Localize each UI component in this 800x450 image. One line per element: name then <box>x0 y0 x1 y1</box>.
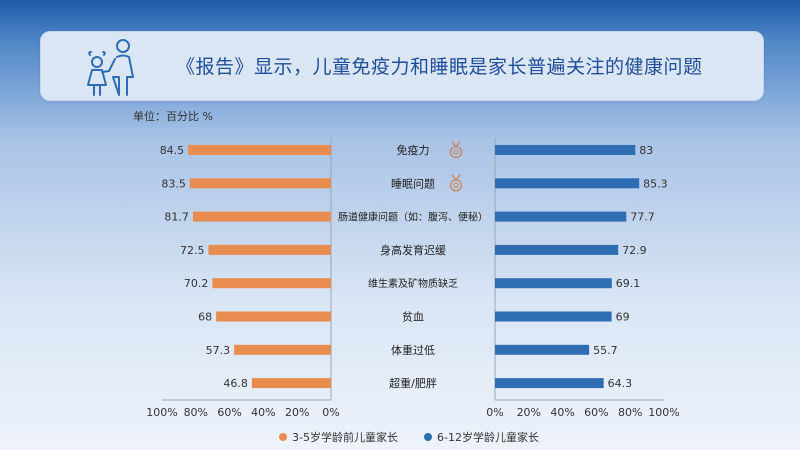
right-axis-tick-label: 60% <box>584 406 608 419</box>
bar-right <box>495 178 640 189</box>
bar-left <box>208 244 331 255</box>
bar-left <box>216 311 331 322</box>
chart-legend: 3-5岁学龄前儿童家长 6-12岁学龄儿童家长 <box>0 429 800 445</box>
bar-right <box>495 278 612 289</box>
right-axis-tick-label: 0% <box>486 406 503 419</box>
category-label: 肠道健康问题（如：腹泻、便秘） <box>338 211 488 224</box>
legend-item-right: 6-12岁学龄儿童家长 <box>424 429 539 445</box>
data-label-left: 84.5 <box>160 144 185 157</box>
bar-left <box>188 145 331 155</box>
medal-icon <box>449 145 463 159</box>
bar-left <box>212 278 331 289</box>
left-axis-tick-label: 0% <box>322 406 339 419</box>
data-label-left: 81.7 <box>164 211 189 224</box>
bar-right <box>495 145 636 155</box>
bar-right <box>495 344 590 355</box>
left-axis-tick-label: 80% <box>184 406 208 419</box>
bar-left <box>234 344 331 355</box>
right-axis-tick-label: 100% <box>648 406 679 419</box>
data-label-left: 68 <box>198 311 212 324</box>
parent-child-icon <box>87 39 134 96</box>
data-label-right: 64.3 <box>608 377 633 390</box>
left-axis-tick-label: 100% <box>146 406 177 419</box>
data-label-right: 72.9 <box>622 244 647 257</box>
bar-right <box>495 311 612 322</box>
category-label: 超重/肥胖 <box>389 376 437 390</box>
legend-label-right: 6-12岁学龄儿童家长 <box>437 431 539 444</box>
data-label-left: 72.5 <box>180 244 205 257</box>
category-label: 体重过低 <box>391 343 435 357</box>
bar-left <box>192 211 331 222</box>
legend-item-left: 3-5岁学龄前儿童家长 <box>279 429 398 445</box>
data-label-right: 85.3 <box>643 177 668 190</box>
category-label: 免疫力 <box>397 143 430 157</box>
bar-left <box>189 178 331 189</box>
bar-right <box>495 244 619 255</box>
legend-label-left: 3-5岁学龄前儿童家长 <box>292 431 398 444</box>
unit-label: 单位：百分比 % <box>133 110 213 123</box>
bar-right <box>495 378 604 389</box>
right-axis-tick-label: 80% <box>618 406 642 419</box>
medal-icon <box>449 179 463 192</box>
bar-right <box>495 211 627 222</box>
data-label-right: 69 <box>616 311 630 324</box>
category-label: 贫血 <box>402 310 424 324</box>
left-axis-tick-label: 60% <box>217 406 241 419</box>
legend-swatch-right <box>424 433 432 441</box>
left-axis-tick-label: 20% <box>285 406 309 419</box>
data-label-left: 70.2 <box>184 277 209 290</box>
category-label: 睡眠问题 <box>391 177 435 190</box>
title-banner: 《报告》显示，儿童免疫力和睡眠是家长普遍关注的健康问题 <box>40 31 764 101</box>
data-label-left: 83.5 <box>161 177 186 190</box>
medal-icon-center <box>453 149 459 155</box>
legend-swatch-left <box>279 433 287 441</box>
data-label-left: 57.3 <box>206 344 231 357</box>
bar-left <box>251 378 331 389</box>
right-axis-tick-label: 40% <box>550 406 574 419</box>
data-label-right: 83 <box>639 144 653 157</box>
data-label-right: 77.7 <box>630 211 655 224</box>
category-label: 身高发育迟缓 <box>380 243 446 257</box>
page-title: 《报告》显示，儿童免疫力和睡眠是家长普遍关注的健康问题 <box>176 56 703 78</box>
data-label-right: 69.1 <box>616 277 641 290</box>
left-axis-tick-label: 40% <box>251 406 275 419</box>
right-axis-tick-label: 20% <box>517 406 541 419</box>
data-label-right: 55.7 <box>593 344 618 357</box>
medal-icon-center <box>453 182 459 189</box>
category-label: 维生素及矿物质缺乏 <box>368 277 458 290</box>
data-label-left: 46.8 <box>223 377 248 390</box>
